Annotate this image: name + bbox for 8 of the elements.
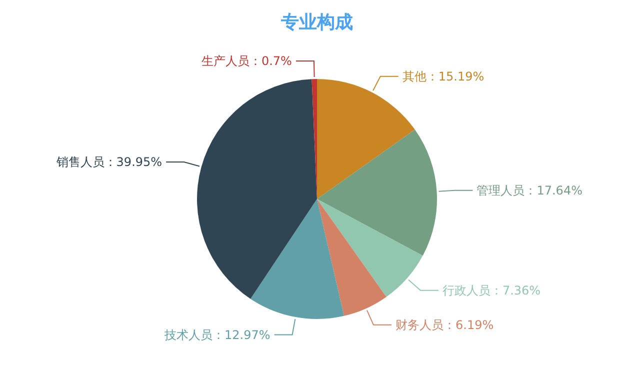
- slice-label: 行政人员：7.36%: [442, 283, 541, 298]
- slice-label: 财务人员：6.19%: [396, 318, 494, 332]
- slice-label: 销售人员：39.95%: [55, 154, 162, 169]
- slice-label: 技术人员：12.97%: [164, 328, 270, 342]
- slice-label: 生产人员：0.7%: [201, 54, 292, 68]
- chart-title: 专业构成: [280, 12, 353, 33]
- slice-label: 管理人员：17.64%: [476, 183, 582, 198]
- slice-label: 其他：15.19%: [402, 69, 484, 84]
